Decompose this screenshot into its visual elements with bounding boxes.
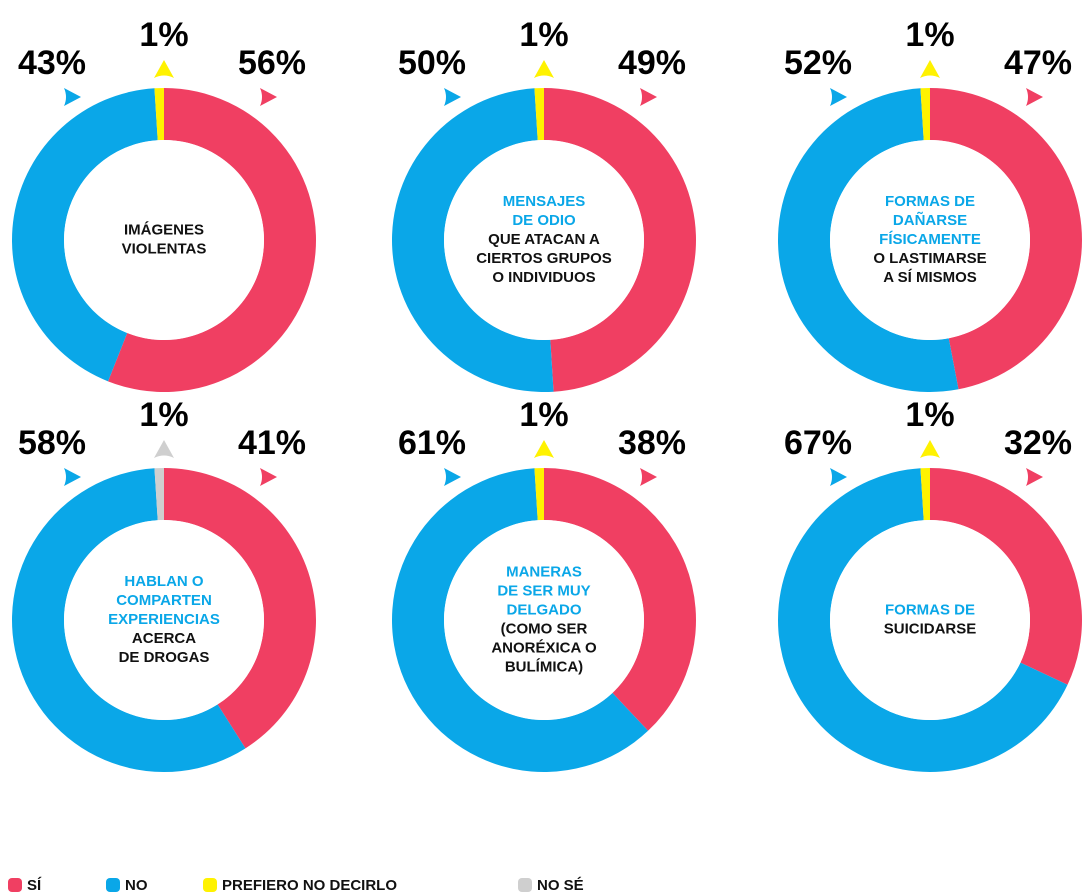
value-label: 38%: [618, 424, 686, 462]
legend-swatch: [8, 878, 22, 892]
pointer: [444, 468, 461, 486]
center-label: DE SER MUY: [497, 582, 590, 599]
pointer: [640, 468, 657, 486]
pointer: [154, 60, 174, 78]
pointer: [1026, 88, 1043, 106]
legend-swatch: [203, 878, 217, 892]
pointer: [920, 60, 940, 78]
donut-segment: [930, 468, 1082, 685]
donut-segment: [544, 468, 696, 731]
donut-segment: [11, 468, 246, 772]
pointer: [64, 88, 81, 106]
pointer: [260, 88, 277, 106]
pointer: [64, 468, 81, 486]
center-label: O INDIVIDUOS: [492, 269, 595, 286]
center-label: ACERCA: [132, 630, 196, 647]
center-label: (COMO SER: [501, 620, 588, 637]
center-label: MANERAS: [506, 563, 582, 580]
donut-hole: [444, 140, 644, 340]
legend-label: NO SÉ: [537, 877, 584, 894]
donut-segment: [777, 88, 959, 393]
value-label: 58%: [18, 424, 86, 462]
donut-hole: [64, 140, 264, 340]
donut-segment: [108, 88, 316, 393]
donut-segment: [154, 88, 164, 141]
pointer: [534, 440, 554, 458]
pointer: [920, 440, 940, 458]
value-label: 56%: [238, 44, 306, 82]
pointer: [154, 440, 174, 458]
pointer: [444, 88, 461, 106]
value-label: 1%: [905, 16, 954, 54]
center-label: DE ODIO: [512, 212, 576, 229]
donut-segment: [777, 468, 1068, 772]
value-label: 32%: [1004, 424, 1072, 462]
donut-segment: [534, 88, 544, 141]
legend-label: PREFIERO NO DECIRLO: [222, 877, 397, 894]
center-label: DAÑARSE: [893, 211, 967, 229]
value-label: 50%: [398, 44, 466, 82]
legend-label: SÍ: [27, 877, 42, 894]
center-label: DE DROGAS: [119, 649, 210, 666]
center-label: DELGADO: [507, 601, 582, 618]
donut-segment: [930, 88, 1082, 390]
center-label: QUE ATACAN A: [488, 231, 600, 248]
donut-segment: [392, 468, 649, 772]
value-label: 1%: [519, 396, 568, 434]
center-label: FORMAS DE: [885, 193, 975, 210]
donut-segment: [534, 468, 544, 521]
pointer: [830, 88, 847, 106]
center-label: A SÍ MISMOS: [883, 269, 977, 286]
donut-segment: [392, 88, 554, 393]
center-label: VIOLENTAS: [122, 240, 207, 257]
pointer: [1026, 468, 1043, 486]
value-label: 43%: [18, 44, 86, 82]
donut-hole: [444, 520, 644, 720]
center-label: SUICIDARSE: [884, 620, 977, 637]
pointer: [534, 60, 554, 78]
center-label: O LASTIMARSE: [873, 250, 986, 267]
donut-segment: [164, 468, 316, 749]
center-label: EXPERIENCIAS: [108, 611, 220, 628]
legend-swatch: [518, 878, 532, 892]
pointer: [260, 468, 277, 486]
donut-hole: [64, 520, 264, 720]
legend-label: NO: [125, 877, 148, 894]
center-label: FORMAS DE: [885, 601, 975, 618]
center-label: CIERTOS GRUPOS: [476, 250, 612, 267]
value-label: 47%: [1004, 44, 1072, 82]
legend-swatch: [106, 878, 120, 892]
donut-hole: [830, 520, 1030, 720]
center-label: BULÍMICA): [505, 658, 583, 675]
pointer: [640, 88, 657, 106]
donut-segment: [920, 468, 930, 521]
center-label: ANORÉXICA O: [491, 639, 597, 656]
value-label: 41%: [238, 424, 306, 462]
value-label: 1%: [139, 396, 188, 434]
value-label: 61%: [398, 424, 466, 462]
value-label: 1%: [905, 396, 954, 434]
donut-segment: [544, 88, 697, 392]
value-label: 67%: [784, 424, 852, 462]
center-label: COMPARTEN: [116, 592, 212, 609]
donut-segment: [12, 88, 158, 382]
donut-hole: [830, 140, 1030, 340]
value-label: 1%: [139, 16, 188, 54]
center-label: FÍSICAMENTE: [879, 231, 981, 248]
value-label: 52%: [784, 44, 852, 82]
center-label: HABLAN O: [124, 573, 203, 590]
value-label: 1%: [519, 16, 568, 54]
value-label: 49%: [618, 44, 686, 82]
donut-segment: [154, 468, 164, 521]
center-label: MENSAJES: [503, 193, 586, 210]
donut-segment: [920, 88, 930, 141]
center-label: IMÁGENES: [124, 221, 204, 238]
pointer: [830, 468, 847, 486]
